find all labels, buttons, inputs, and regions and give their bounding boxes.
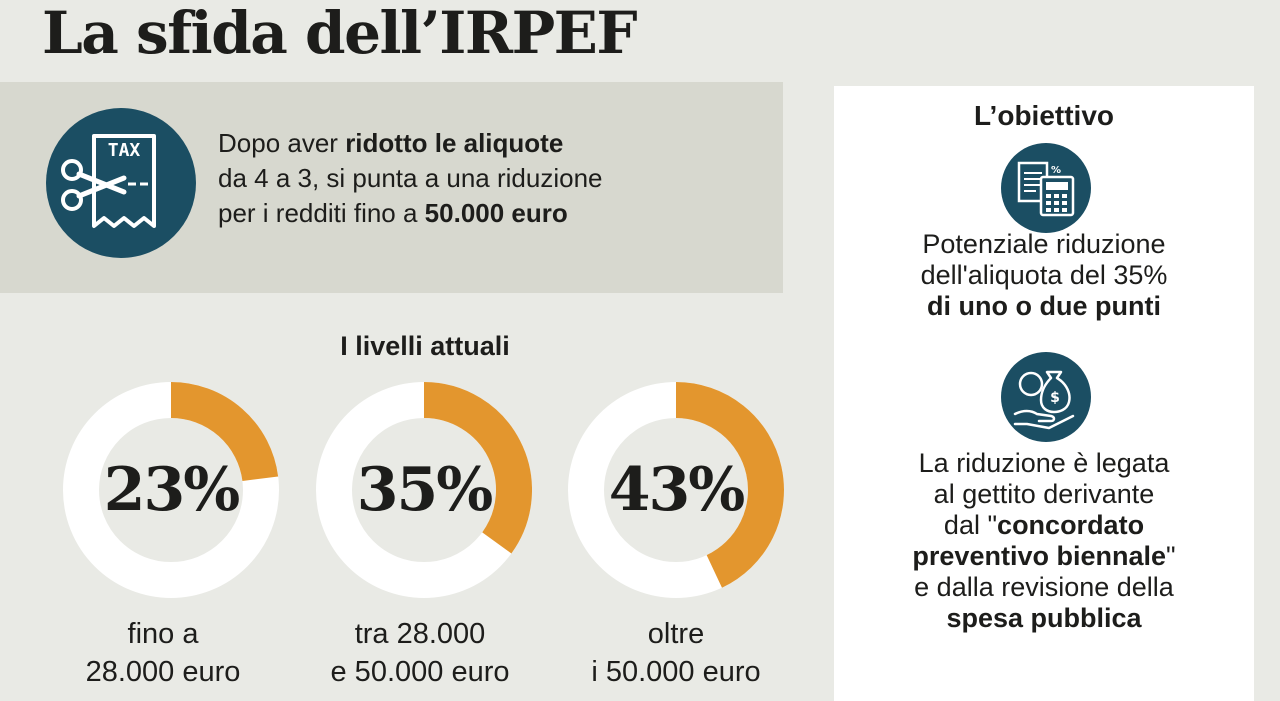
objective-block-1-text: Potenziale riduzione dell'aliquota del 3… bbox=[834, 229, 1254, 322]
svg-text:%: % bbox=[1051, 165, 1061, 176]
donut-label-1-line-1: fino a bbox=[127, 618, 199, 650]
page-title: La sfida dell’IRPEF bbox=[42, 0, 638, 67]
donut-label-2-line-2: e 50.000 euro bbox=[330, 656, 510, 688]
objective-block-1-line-3: di uno o due punti bbox=[927, 291, 1161, 321]
intro-line-1: Dopo aver ridotto le aliquote bbox=[218, 126, 758, 161]
objective-block-2-line-3: dal "concordato bbox=[834, 510, 1254, 541]
tax-receipt-scissors-icon: TAX bbox=[46, 108, 196, 258]
donut-label-2-line-1: tra 28.000 bbox=[354, 618, 486, 650]
svg-text:$: $ bbox=[1050, 390, 1060, 406]
donut-arc-2 bbox=[423, 382, 532, 554]
objective-block-2-text: La riduzione è legata al gettito derivan… bbox=[834, 448, 1254, 634]
objective-block-2-line-4-text: " bbox=[1165, 541, 1176, 571]
objective-block-2-line-1: La riduzione è legata bbox=[918, 448, 1170, 478]
donut-label-1-line-2: 28.000 euro bbox=[85, 656, 241, 688]
intro-line-1-bold: ridotto le aliquote bbox=[345, 128, 564, 158]
intro-icon-text: TAX bbox=[108, 140, 141, 161]
donut-label-2: tra 28.000 e 50.000 euro bbox=[295, 615, 545, 691]
donut-label-1: fino a 28.000 euro bbox=[38, 615, 288, 691]
objective-title: L’obiettivo bbox=[974, 100, 1114, 131]
donut-chart-2: 35% bbox=[316, 382, 532, 598]
donut-value-3: 43% bbox=[608, 455, 746, 525]
intro-line-3-bold: 50.000 euro bbox=[424, 198, 568, 228]
donut-arc-1 bbox=[170, 382, 279, 482]
objective-block-2-line-4: preventivo biennale" bbox=[834, 541, 1254, 572]
intro-line-1-text: Dopo aver bbox=[218, 128, 346, 158]
objective-block-2-line-2: al gettito derivante bbox=[933, 479, 1155, 509]
levels-title: I livelli attuali bbox=[340, 331, 510, 361]
donut-chart-3: 43% bbox=[568, 382, 784, 598]
intro-line-3: per i redditi fino a 50.000 euro bbox=[218, 196, 758, 231]
objective-block-2-line-3-text: dal " bbox=[943, 510, 998, 540]
objective-block-2-line-4-bold: preventivo biennale bbox=[912, 541, 1166, 571]
donut-arc-3 bbox=[675, 382, 784, 588]
hand-money-bag-icon: $ bbox=[1001, 352, 1091, 442]
donut-label-3: oltre i 50.000 euro bbox=[551, 615, 801, 691]
intro-line-2: da 4 a 3, si punta a una riduzione bbox=[218, 163, 603, 193]
calculator-document-icon: % bbox=[1001, 143, 1091, 233]
objective-block-2-line-5: e dalla revisione della bbox=[914, 572, 1174, 602]
donut-value-1: 23% bbox=[103, 455, 241, 525]
donut-label-3-line-1: oltre bbox=[647, 618, 705, 650]
donut-value-2: 35% bbox=[356, 455, 494, 525]
intro-line-3-text: per i redditi fino a bbox=[218, 198, 425, 228]
objective-block-2-line-6: spesa pubblica bbox=[946, 603, 1142, 633]
objective-block-2-line-3-bold: concordato bbox=[997, 510, 1145, 540]
objective-block-1-line-2: dell'aliquota del 35% bbox=[920, 260, 1168, 290]
donut-chart-1: 23% bbox=[63, 382, 279, 598]
objective-block-1-line-1: Potenziale riduzione bbox=[922, 229, 1166, 259]
intro-text: Dopo aver ridotto le aliquote da 4 a 3, … bbox=[218, 126, 758, 231]
donut-label-3-line-2: i 50.000 euro bbox=[591, 656, 761, 688]
